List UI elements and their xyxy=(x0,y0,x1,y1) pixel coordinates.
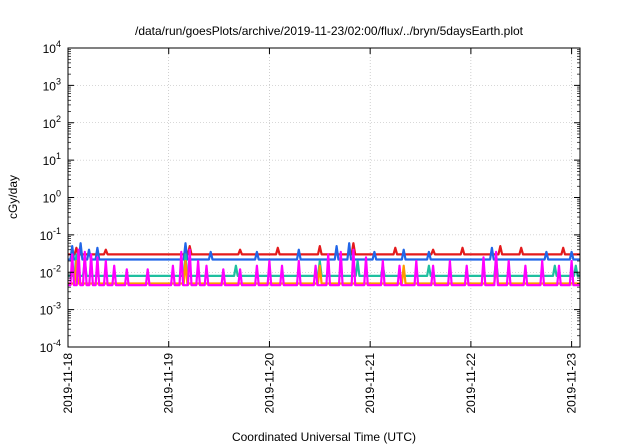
y-tick-exponent: -1 xyxy=(53,226,61,236)
y-tick-exponent: -2 xyxy=(53,263,61,273)
y-tick-base: 10 xyxy=(40,341,54,355)
y-tick-exponent: 0 xyxy=(56,189,61,199)
y-tick-exponent: 1 xyxy=(56,151,61,161)
y-tick-exponent: 3 xyxy=(56,76,61,86)
y-tick-base: 10 xyxy=(43,117,57,131)
series-line-2 xyxy=(68,242,580,261)
y-tick-exponent: -4 xyxy=(53,338,61,348)
x-axis-label: Coordinated Universal Time (UTC) xyxy=(232,430,416,444)
y-tick-base: 10 xyxy=(43,192,57,206)
y-tick-label: 104 xyxy=(43,39,61,56)
y-tick-base: 10 xyxy=(43,154,57,168)
y-axis-label: cGy/day xyxy=(6,175,20,219)
y-tick-exponent: 2 xyxy=(56,114,61,124)
y-tick-label: 10-2 xyxy=(40,263,61,280)
series-line-1 xyxy=(68,242,580,256)
y-tick-label: 100 xyxy=(43,189,61,206)
x-tick-label: 2019-11-20 xyxy=(262,353,276,414)
x-tick-label: 2019-11-18 xyxy=(61,353,75,414)
x-tick-label: 2019-11-19 xyxy=(162,353,176,414)
x-axis-ticks: 2019-11-18 2019-11-19 2019-11-20 2019-11-21… xyxy=(61,48,579,414)
x-tick-label: 2019-11-21 xyxy=(363,353,377,414)
y-tick-label: 10-1 xyxy=(40,226,61,243)
y-tick-base: 10 xyxy=(40,266,54,280)
series-line-3 xyxy=(68,253,580,277)
y-tick-base: 10 xyxy=(43,42,57,56)
y-tick-label: 10-3 xyxy=(40,301,61,318)
y-tick-base: 10 xyxy=(40,304,54,318)
x-tick-label: 2019-11-23 xyxy=(565,353,579,414)
x-tick-label: 2019-11-22 xyxy=(464,353,478,414)
y-tick-base: 10 xyxy=(43,79,57,93)
grid-lines xyxy=(68,48,580,347)
y-tick-label: 103 xyxy=(43,76,61,93)
series-line-5 xyxy=(68,248,580,287)
y-tick-label: 101 xyxy=(43,151,61,168)
y-tick-label: 102 xyxy=(43,114,61,131)
y-tick-label: 10-4 xyxy=(40,338,61,355)
y-tick-base: 10 xyxy=(40,229,54,243)
y-tick-exponent: -3 xyxy=(53,301,61,311)
series-lines xyxy=(68,242,580,287)
y-tick-exponent: 4 xyxy=(56,39,61,49)
chart-title: /data/run/goesPlots/archive/2019-11-23/0… xyxy=(135,24,524,38)
